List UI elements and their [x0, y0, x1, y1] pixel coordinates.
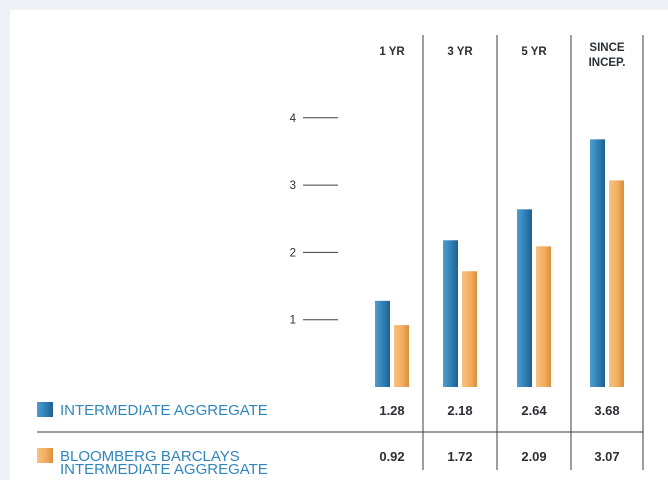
chart-panel: 1 YR 3 YR 5 YR SINCE INCEP. 1 2 3 4 INTERMEDIATE … [10, 10, 668, 480]
bar-intermediate-aggregate-4 [590, 139, 605, 387]
bar-bloomberg-barclays-3 [536, 246, 551, 387]
value-label: 0.92 [379, 449, 404, 464]
bar-bloomberg-barclays-2 [462, 271, 477, 387]
y-tick-label: 1 [290, 315, 296, 327]
value-label: 2.64 [521, 403, 547, 418]
value-label: 3.07 [594, 449, 619, 464]
category-label: 3 YR [447, 46, 473, 58]
category-label: 5 YR [521, 46, 547, 58]
performance-chart: 1 YR 3 YR 5 YR SINCE INCEP. 1 2 3 4 INTERMEDIATE … [37, 35, 644, 478]
value-label: 2.09 [521, 449, 546, 464]
bar-intermediate-aggregate-2 [443, 240, 458, 387]
value-label: 1.72 [447, 449, 472, 464]
y-tick-label: 2 [290, 247, 296, 259]
value-label: 3.68 [594, 403, 619, 418]
legend-label: INTERMEDIATE AGGREGATE [60, 402, 268, 419]
legend-swatch-bloomberg-barclays [37, 448, 53, 463]
category-label: INCEP. [589, 57, 626, 69]
category-label: SINCE [589, 42, 624, 54]
bar-intermediate-aggregate-3 [517, 209, 532, 387]
y-tick-label: 3 [290, 180, 296, 192]
value-label: 1.28 [379, 403, 404, 418]
bar-bloomberg-barclays-4 [609, 180, 624, 387]
legend-label: INTERMEDIATE AGGREGATE [60, 461, 268, 478]
y-tick-label: 4 [290, 113, 297, 125]
bar-intermediate-aggregate-1 [375, 300, 390, 387]
value-label: 2.18 [447, 403, 472, 418]
bar-bloomberg-barclays-1 [394, 325, 409, 387]
legend-label: BLOOMBERG BARCLAYS [60, 448, 240, 465]
category-label: 1 YR [379, 46, 405, 58]
legend-swatch-intermediate-aggregate [37, 402, 53, 417]
